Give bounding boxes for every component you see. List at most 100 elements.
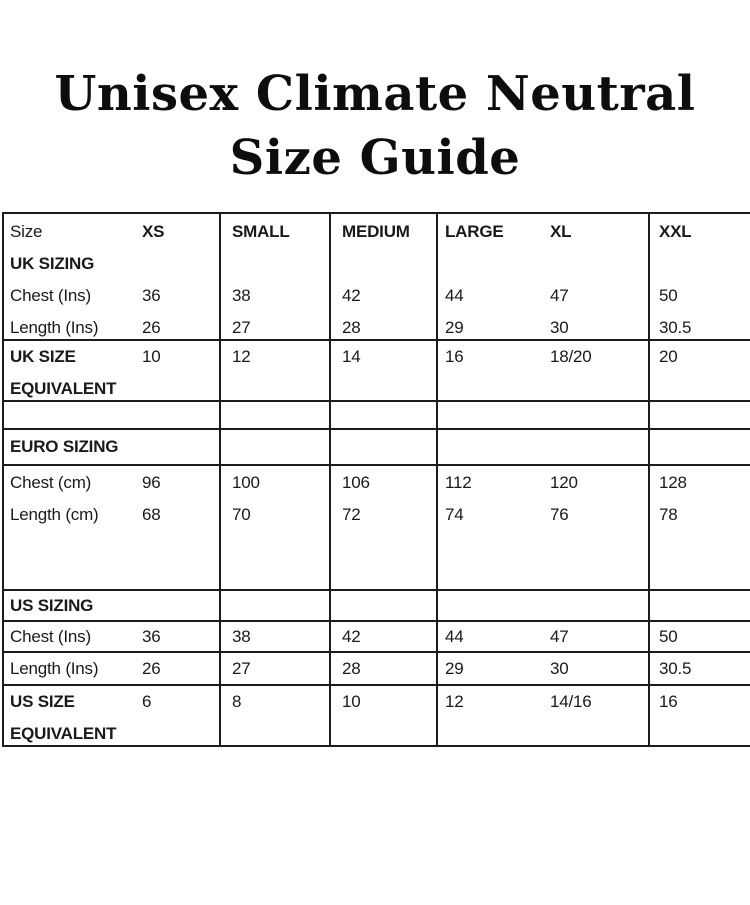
uk-equivalent-label-cell: UK SIZE EQUIVALENT (4, 341, 136, 400)
us-chest-row: Chest (Ins) 36 38 42 44 47 50 (4, 622, 750, 653)
us-equivalent-small-value: 8 (232, 692, 242, 711)
euro-chest-small-value: 100 (232, 473, 260, 492)
euro-xl-cell: 120 76 (542, 466, 650, 589)
uk-equivalent-xxl-value: 20 (659, 347, 678, 366)
uk-chest-xs-value: 36 (142, 286, 161, 305)
uk-chest-xl-value: 47 (550, 286, 569, 305)
xl-column-cell: XL 47 30 (542, 214, 650, 339)
empty-cell (650, 402, 750, 428)
euro-chest-xxl-value: 128 (659, 473, 687, 492)
us-equivalent-xl-value: 14/16 (550, 692, 592, 711)
us-equivalent-xxl-value: 16 (659, 692, 678, 711)
page-title: Unisex Climate Neutral Size Guide (0, 0, 750, 190)
size-header-label: Size (10, 222, 43, 241)
empty-cell (650, 591, 750, 620)
us-chest-small-cell: 38 (221, 622, 331, 651)
empty-cell (136, 402, 221, 428)
empty-cell (331, 402, 438, 428)
header-and-uk-sizing-row: Size UK SIZING Chest (Ins) Length (Ins) … (4, 214, 750, 341)
us-sizing-label-cell: US SIZING (4, 591, 136, 620)
euro-xxl-cell: 128 78 (650, 466, 750, 589)
uk-equivalent-small-cell: 12 (221, 341, 331, 400)
header-medium: MEDIUM (342, 222, 410, 241)
us-equivalent-xs-value: 6 (142, 692, 152, 711)
uk-length-xxl-value: 30.5 (659, 318, 692, 337)
header-large: LARGE (445, 222, 504, 241)
us-equivalent-large-cell: 12 (438, 686, 542, 745)
uk-chest-large-value: 44 (445, 286, 464, 305)
us-length-xl-value: 30 (550, 659, 569, 678)
euro-length-xl-value: 76 (550, 505, 569, 524)
us-equivalent-label-line2: EQUIVALENT (10, 724, 117, 743)
uk-chest-medium-value: 42 (342, 286, 361, 305)
uk-size-equivalent-row: UK SIZE EQUIVALENT 10 12 14 16 18/20 20 (4, 341, 750, 402)
empty-cell (221, 430, 331, 464)
us-length-medium-cell: 28 (331, 653, 438, 684)
large-column-cell: LARGE 44 29 (438, 214, 542, 339)
us-chest-large-value: 44 (445, 627, 464, 646)
euro-medium-cell: 106 72 (331, 466, 438, 589)
us-equivalent-small-cell: 8 (221, 686, 331, 745)
uk-chest-small-value: 38 (232, 286, 251, 305)
blank-line (232, 248, 329, 280)
euro-labels-cell: Chest (cm) Length (cm) (4, 466, 136, 589)
us-chest-xxl-value: 50 (659, 627, 678, 646)
uk-equivalent-xs-cell: 10 (136, 341, 221, 400)
euro-length-xs-value: 68 (142, 505, 161, 524)
empty-cell (542, 430, 650, 464)
uk-equivalent-xl-value: 18/20 (550, 347, 592, 366)
us-chest-medium-value: 42 (342, 627, 361, 646)
blank-line (659, 248, 750, 280)
us-sizing-section-label: US SIZING (10, 596, 94, 615)
empty-cell (438, 591, 542, 620)
uk-length-xl-value: 30 (550, 318, 569, 337)
us-equivalent-xxl-cell: 16 (650, 686, 750, 745)
us-chest-large-cell: 44 (438, 622, 542, 651)
euro-chest-medium-value: 106 (342, 473, 370, 492)
us-length-medium-value: 28 (342, 659, 361, 678)
empty-cell (438, 402, 542, 428)
euro-length-medium-value: 72 (342, 505, 361, 524)
us-length-xs-cell: 26 (136, 653, 221, 684)
label-column-cell: Size UK SIZING Chest (Ins) Length (Ins) (4, 214, 136, 339)
uk-equivalent-xs-value: 10 (142, 347, 161, 366)
us-length-label: Length (Ins) (10, 659, 99, 678)
empty-cell (136, 591, 221, 620)
page-title-line2: Size Guide (229, 130, 521, 186)
uk-equivalent-large-cell: 16 (438, 341, 542, 400)
us-length-xxl-value: 30.5 (659, 659, 692, 678)
us-chest-xxl-cell: 50 (650, 622, 750, 651)
euro-length-large-value: 74 (445, 505, 464, 524)
euro-sizing-label-cell: EURO SIZING (4, 430, 136, 464)
empty-cell (221, 591, 331, 620)
header-xs: XS (142, 222, 165, 241)
us-chest-xl-cell: 47 (542, 622, 650, 651)
empty-cell (331, 591, 438, 620)
empty-cell (136, 430, 221, 464)
us-equivalent-xs-cell: 6 (136, 686, 221, 745)
empty-cell (438, 430, 542, 464)
euro-length-small-value: 70 (232, 505, 251, 524)
uk-equivalent-small-value: 12 (232, 347, 251, 366)
uk-length-large-value: 29 (445, 318, 464, 337)
euro-length-label: Length (cm) (10, 505, 99, 524)
euro-length-xxl-value: 78 (659, 505, 678, 524)
us-chest-medium-cell: 42 (331, 622, 438, 651)
header-xl: XL (550, 222, 572, 241)
euro-xs-cell: 96 68 (136, 466, 221, 589)
blank-line (445, 248, 542, 280)
euro-chest-large-value: 112 (445, 473, 472, 492)
us-length-large-cell: 29 (438, 653, 542, 684)
us-chest-label-cell: Chest (Ins) (4, 622, 136, 651)
empty-cell (650, 430, 750, 464)
euro-sizing-section-label: EURO SIZING (10, 437, 119, 456)
us-length-large-value: 29 (445, 659, 464, 678)
us-equivalent-medium-cell: 10 (331, 686, 438, 745)
page-title-line1: Unisex Climate Neutral (54, 66, 696, 122)
euro-sizing-heading-row: EURO SIZING (4, 430, 750, 466)
uk-length-medium-value: 28 (342, 318, 361, 337)
us-chest-small-value: 38 (232, 627, 251, 646)
uk-length-label: Length (Ins) (10, 318, 99, 337)
size-guide-table: Size UK SIZING Chest (Ins) Length (Ins) … (2, 212, 750, 747)
xxl-column-cell: XXL 50 30.5 (650, 214, 750, 339)
